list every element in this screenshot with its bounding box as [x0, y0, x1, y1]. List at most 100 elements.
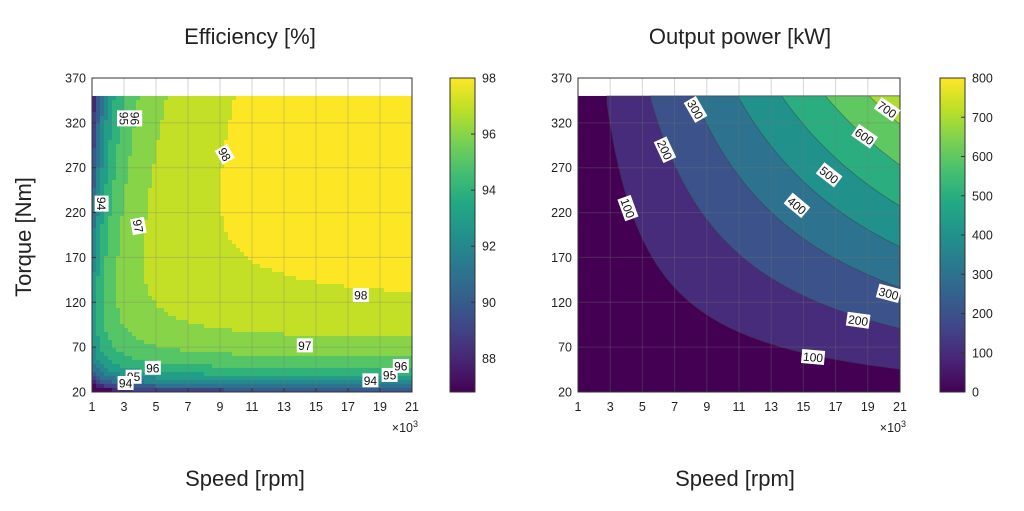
contour-cell [100, 263, 105, 269]
contour-cell [228, 311, 233, 317]
contour-cell [308, 307, 313, 313]
contour-cell [168, 227, 173, 233]
contour-cell [288, 195, 293, 201]
contour-cell [332, 179, 337, 185]
contour-cell [124, 191, 129, 197]
contour-cell [216, 167, 221, 173]
contour-cell [100, 271, 105, 277]
contour-cell [176, 95, 181, 101]
contour-cell [216, 215, 221, 221]
contour-cell [232, 163, 237, 169]
contour-cell [252, 203, 257, 209]
contour-cell [216, 267, 221, 273]
contour-cell [96, 107, 101, 113]
contour-cell [208, 247, 213, 253]
contour-cell [256, 283, 261, 289]
contour-cell [232, 147, 237, 153]
contour-cell [128, 179, 133, 185]
contour-cell [104, 243, 109, 249]
contour-cell [252, 335, 257, 341]
contour-cell [200, 391, 205, 392]
contour-cell [132, 215, 137, 221]
contour-cell [272, 307, 277, 313]
contour-cell [340, 227, 345, 233]
contour-cell [192, 203, 197, 209]
contour-cell [240, 183, 245, 189]
contour-cell [192, 147, 197, 153]
contour-cell [156, 343, 161, 349]
contour-cell [120, 343, 125, 349]
contour-cell [184, 347, 189, 353]
contour-cell [212, 387, 217, 392]
contour-cell [184, 243, 189, 249]
contour-cell [188, 163, 193, 169]
contour-cell [204, 363, 209, 369]
contour-cell [236, 215, 241, 221]
contour-cell [300, 375, 305, 381]
contour-cell [348, 307, 353, 313]
contour-cell [168, 115, 173, 121]
contour-cell [92, 187, 97, 193]
contour-cell [316, 335, 321, 341]
contour-cell [184, 183, 189, 189]
contour-cell [252, 295, 257, 301]
contour-cell [112, 99, 117, 105]
contour-cell [292, 127, 297, 133]
contour-cell [204, 151, 209, 157]
contour-cell [256, 207, 261, 213]
contour-cell [312, 311, 317, 317]
contour-cell [188, 387, 193, 392]
contour-cell [248, 323, 253, 329]
contour-cell [180, 331, 185, 337]
contour-cell [188, 115, 193, 121]
contour-cell [292, 363, 297, 369]
contour-cell [184, 259, 189, 265]
contour-cell [212, 287, 217, 293]
contour-cell [152, 179, 157, 185]
contour-cell [212, 143, 217, 149]
contour-cell [180, 259, 185, 265]
contour-cell [272, 267, 277, 273]
contour-cell [108, 379, 113, 385]
contour-cell [292, 295, 297, 301]
contour-cell [204, 119, 209, 125]
contour-cell [252, 115, 257, 121]
contour-cell [324, 103, 329, 109]
contour-cell [344, 351, 349, 357]
contour-cell [164, 311, 169, 317]
contour-cell [208, 255, 213, 261]
contour-cell [276, 383, 281, 389]
contour-cell [272, 139, 277, 145]
contour-cell [300, 367, 305, 373]
contour-cell [208, 207, 213, 213]
contour-cell [300, 307, 305, 313]
contour-cell [220, 375, 225, 381]
contour-cell [280, 287, 285, 293]
contour-cell [248, 299, 253, 305]
contour-cell [304, 195, 309, 201]
contour-cell [324, 311, 329, 317]
contour-cell [336, 183, 341, 189]
contour-cell [252, 175, 257, 181]
contour-cell [224, 275, 229, 281]
contour-cell [128, 359, 133, 365]
contour-cell [352, 255, 357, 261]
contour-cell [216, 247, 221, 253]
contour-cell [228, 315, 233, 321]
contour-cell [312, 307, 317, 313]
contour-cell [308, 243, 313, 249]
contour-cell [268, 327, 273, 333]
contour-cell [340, 163, 345, 169]
contour-cell [348, 319, 353, 325]
contour-cell [288, 347, 293, 353]
contour-cell [212, 163, 217, 169]
contour-cell [344, 303, 349, 309]
contour-cell [176, 227, 181, 233]
contour-cell [148, 191, 153, 197]
contour-cell [156, 383, 161, 389]
contour-cell [340, 175, 345, 181]
contour-cell [336, 379, 341, 385]
contour-cell [200, 119, 205, 125]
contour-cell [176, 299, 181, 305]
contour-cell [308, 163, 313, 169]
